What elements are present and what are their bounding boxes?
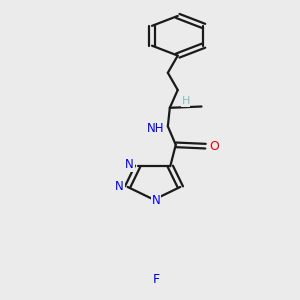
Text: N: N	[115, 180, 124, 194]
Text: F: F	[152, 272, 160, 286]
Text: H: H	[182, 96, 190, 106]
Text: N: N	[152, 194, 160, 207]
Text: N: N	[125, 158, 134, 171]
Text: NH: NH	[147, 122, 165, 135]
Text: O: O	[209, 140, 219, 153]
